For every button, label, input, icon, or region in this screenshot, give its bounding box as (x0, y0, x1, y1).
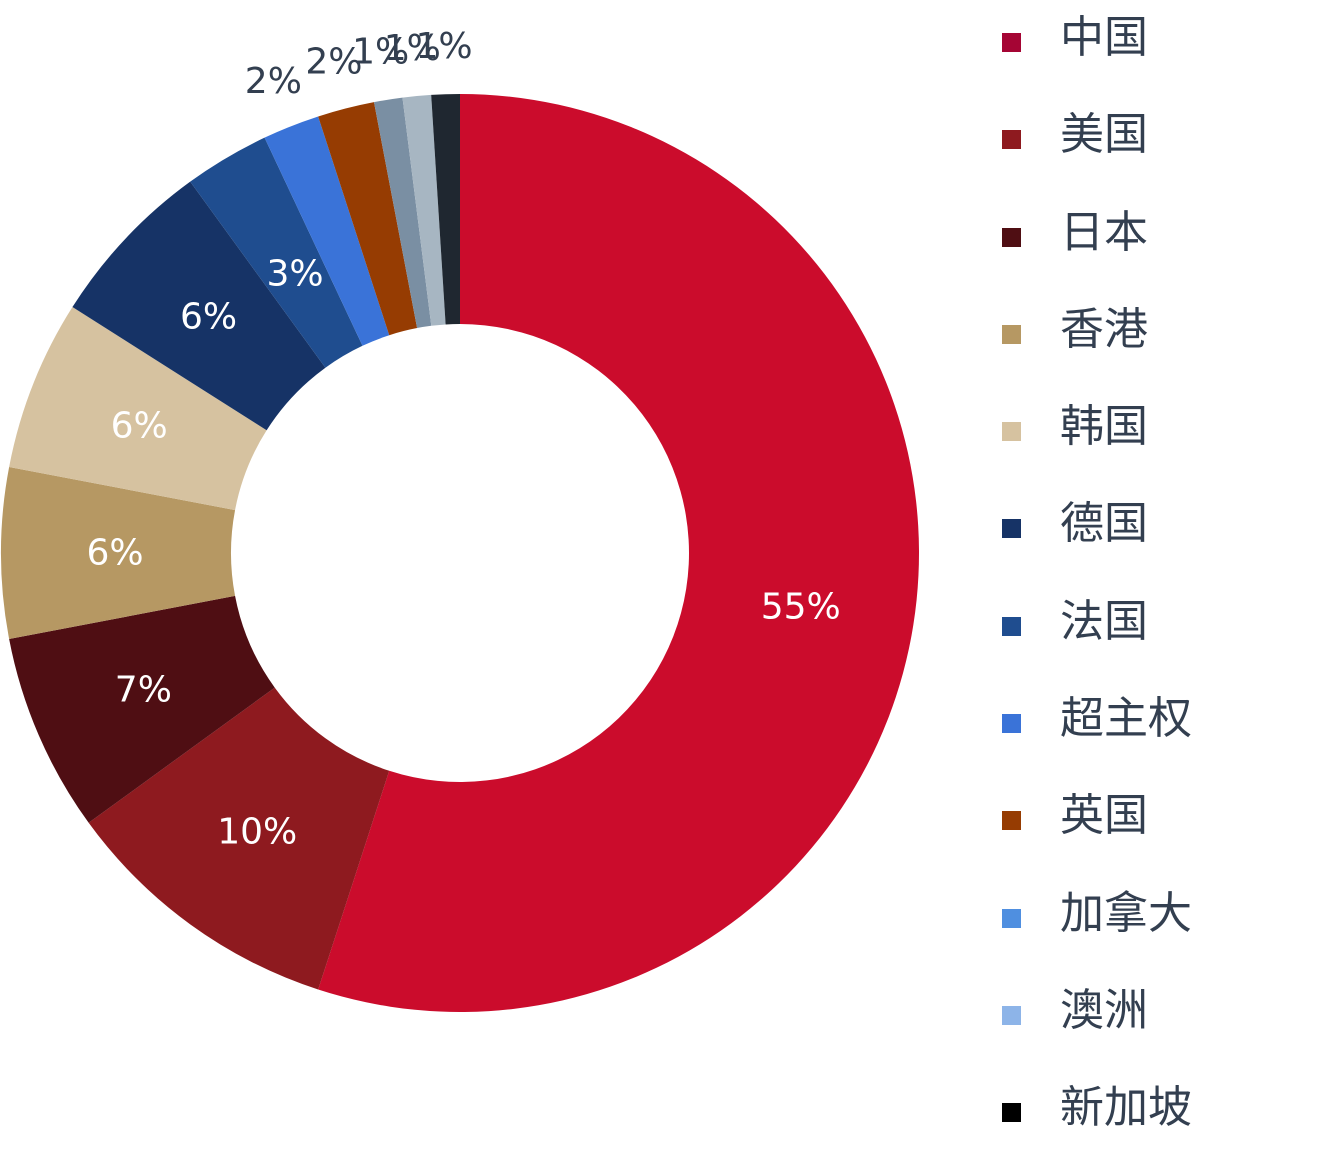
donut-label-5: 6% (180, 296, 237, 337)
legend-swatch-1 (1002, 130, 1021, 150)
legend-label-0: 中国 (1060, 12, 1148, 63)
legend-label-5: 德国 (1060, 498, 1148, 550)
legend-item-9: 加拿大 (1002, 884, 1322, 981)
legend-swatch-11 (1002, 1103, 1021, 1123)
donut-chart-svg: 55%10%7%6%6%6%3%2% 2%1%1%1% (1, 26, 920, 1012)
legend-label-10: 澳洲 (1060, 984, 1148, 1036)
legend-item-10: 澳洲 (1002, 981, 1322, 1078)
legend-item-8: 英国 (1002, 786, 1322, 883)
donut-slice-0 (318, 94, 920, 1012)
donut-label-9: 1% (352, 32, 409, 73)
legend-swatch-7 (1002, 714, 1021, 734)
legend-item-2: 日本 (1002, 203, 1322, 300)
legend-swatch-8 (1002, 811, 1021, 831)
donut-slice-7 (264, 116, 390, 346)
donut-slice-1 (88, 687, 390, 990)
legend-item-11: 新加坡 (1002, 1078, 1322, 1175)
legend-label-2: 日本 (1060, 206, 1148, 258)
donut-slice-8 (318, 102, 418, 336)
legend-label-11: 新加坡 (1060, 1082, 1192, 1134)
donut-slice-5 (72, 181, 326, 431)
donut-slice-4 (9, 307, 267, 511)
legend-item-3: 香港 (1002, 300, 1322, 397)
donut-slice-10 (402, 94, 446, 326)
legend-swatch-10 (1002, 1005, 1021, 1025)
legend-swatch-9 (1002, 908, 1021, 928)
donut-chart: 55% 10% 7% 6% 6% 6% 3% 2% 2% 1% 1% 1% 中国 美国 日本 香港 韩… (1, 12, 1192, 1133)
donut-slice-6 (190, 137, 363, 368)
legend-label-7: 超主权 (1060, 693, 1192, 745)
legend-label-1: 美国 (1060, 109, 1148, 161)
donut-label-4: 6% (111, 405, 168, 446)
legend: 中国 美国 日本 香港 韩国 德国 法国 超主权 (1002, 8, 1322, 1176)
legend-swatch-3 (1002, 324, 1021, 344)
legend-item-5: 德国 (1002, 494, 1322, 591)
donut-label-7: 2% (245, 61, 302, 102)
legend-swatch-0 (1002, 33, 1021, 52)
donut-label-1: 10% (217, 812, 297, 853)
legend-label-6: 法国 (1060, 595, 1148, 647)
donut-label-8: 2% (305, 41, 362, 82)
legend-item-0: 中国 (1002, 8, 1322, 105)
donut-slice-3 (1, 466, 236, 640)
donut-label-11: 1% (416, 26, 473, 67)
donut-slice-9 (373, 97, 432, 329)
legend-label-9: 加拿大 (1060, 887, 1192, 939)
legend-item-4: 韩国 (1002, 397, 1322, 494)
legend-swatch-5 (1002, 519, 1021, 539)
legend-label-4: 韩国 (1060, 401, 1148, 453)
legend-label-3: 香港 (1060, 303, 1148, 355)
legend-item-6: 法国 (1002, 592, 1322, 689)
legend-label-8: 英国 (1060, 790, 1148, 842)
legend-swatch-6 (1002, 616, 1021, 636)
donut-label-10: 1% (384, 28, 441, 69)
donut-slice-2 (9, 595, 275, 823)
legend-item-1: 美国 (1002, 105, 1322, 202)
donut-label-0: 55% (761, 586, 841, 627)
donut-label-2: 7% (115, 670, 172, 711)
donut-slice-11 (431, 94, 460, 325)
donut-label-3: 6% (86, 533, 143, 574)
legend-item-7: 超主权 (1002, 689, 1322, 786)
donut-label-6: 3% (267, 254, 324, 295)
legend-swatch-4 (1002, 422, 1021, 442)
legend-swatch-2 (1002, 227, 1021, 247)
